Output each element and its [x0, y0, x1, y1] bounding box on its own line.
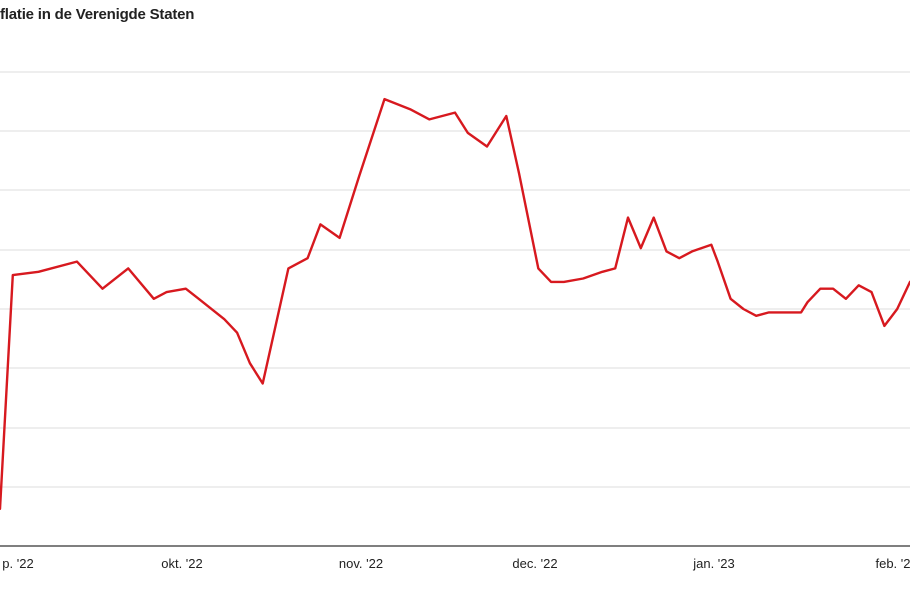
x-tick-label: okt. '22: [161, 556, 203, 571]
gridlines: [0, 71, 910, 547]
series-layer: [0, 97, 910, 510]
x-tick-label: dec. '22: [512, 556, 557, 571]
x-axis: p. '22 okt. '22 nov. '22 dec. '22 jan. '23 fe…: [2, 556, 910, 571]
chart-title: flatie in de Verenigde Staten: [0, 6, 195, 23]
x-tick-label: jan. '23: [692, 556, 735, 571]
x-tick-label: feb. '2: [875, 556, 910, 571]
series-line: [0, 97, 910, 510]
x-tick-label: p. '22: [2, 556, 33, 571]
x-tick-label: nov. '22: [339, 556, 383, 571]
